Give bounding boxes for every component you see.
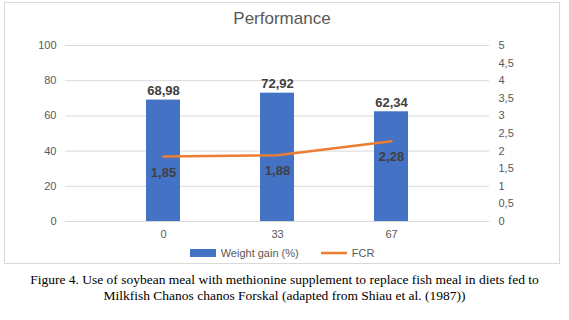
svg-text:0,5: 0,5 [499, 197, 514, 209]
svg-text:100: 100 [38, 39, 56, 51]
svg-text:2,28: 2,28 [379, 149, 404, 164]
svg-text:3: 3 [499, 109, 505, 121]
svg-text:0: 0 [50, 215, 56, 227]
svg-text:20: 20 [44, 180, 56, 192]
svg-text:1,5: 1,5 [499, 162, 514, 174]
svg-text:5: 5 [499, 39, 505, 51]
svg-text:72,92: 72,92 [261, 76, 294, 91]
svg-text:60: 60 [44, 109, 56, 121]
html-text:Performance: Performance [233, 9, 331, 28]
svg-text:4: 4 [499, 74, 505, 86]
svg-text:0: 0 [499, 215, 505, 227]
svg-text:1: 1 [499, 180, 505, 192]
svg-text:1,85: 1,85 [151, 165, 176, 180]
svg-text:62,34: 62,34 [375, 95, 408, 110]
svg-text:40: 40 [44, 145, 56, 157]
html-text:Figure 4. Use of soybean meal: Figure 4. Use of soybean meal with methi… [30, 272, 539, 304]
html-text:Weight gain (%): Weight gain (%) [220, 247, 299, 259]
svg-text:2: 2 [499, 145, 505, 157]
svg-text:0: 0 [160, 228, 166, 240]
html-text:FCR: FCR [351, 247, 375, 259]
svg-text:67: 67 [385, 228, 397, 240]
svg-text:2,5: 2,5 [499, 127, 514, 139]
svg-text:68,98: 68,98 [147, 83, 180, 98]
svg-text:3,5: 3,5 [499, 92, 514, 104]
svg-text:4,5: 4,5 [499, 57, 514, 69]
svg-text:80: 80 [44, 74, 56, 86]
svg-text:33: 33 [271, 228, 283, 240]
svg-text:1,88: 1,88 [265, 163, 290, 178]
